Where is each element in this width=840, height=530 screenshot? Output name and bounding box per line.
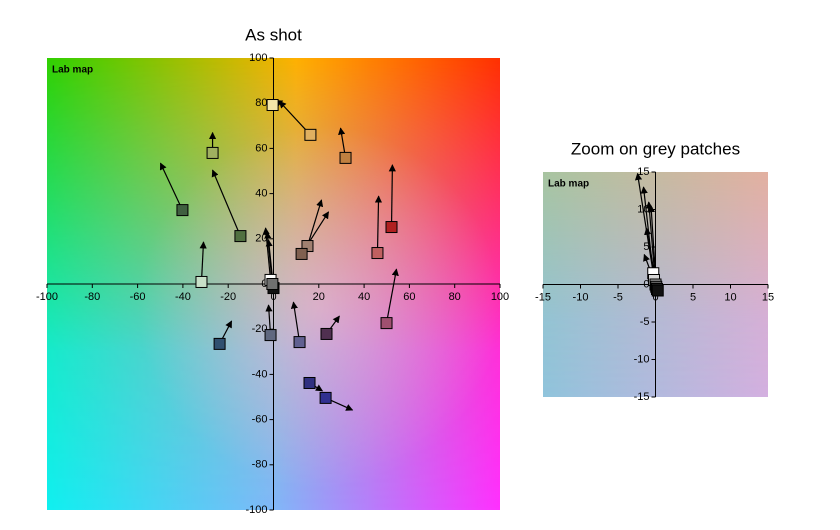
x-tick-label: -5 — [613, 291, 623, 303]
x-tick-label: 15 — [762, 291, 774, 303]
chart-title: As shot — [245, 25, 302, 44]
y-tick-label: -40 — [252, 368, 268, 380]
x-tick-label: 80 — [449, 291, 461, 303]
x-tick-label: 0 — [270, 291, 276, 303]
y-tick-label: 0 — [643, 278, 649, 290]
y-tick-label: -80 — [252, 459, 268, 471]
patch-marker — [339, 151, 352, 164]
patch-marker — [266, 99, 279, 112]
x-tick-label: -40 — [175, 291, 191, 303]
y-tick-label: -10 — [634, 353, 650, 365]
patch-marker — [371, 247, 384, 260]
y-tick-label: 15 — [637, 166, 649, 178]
x-tick-label: 100 — [491, 291, 509, 303]
y-tick-label: 80 — [255, 97, 267, 109]
y-tick-label: 100 — [249, 52, 267, 64]
x-tick-label: -60 — [130, 291, 146, 303]
correction-arrow — [306, 199, 324, 247]
patch-marker — [195, 275, 208, 288]
x-tick-label: -80 — [84, 291, 100, 303]
correction-arrow — [634, 172, 654, 274]
y-tick-label: -20 — [252, 323, 268, 335]
x-tick-label: -10 — [573, 291, 589, 303]
x-tick-label: -100 — [36, 291, 58, 303]
y-tick-label: 40 — [255, 188, 267, 200]
y-tick-label: -5 — [640, 316, 650, 328]
correction-arrow — [211, 169, 241, 237]
x-tick-label: 60 — [403, 291, 415, 303]
x-tick-label: -15 — [535, 291, 551, 303]
y-tick-label: -100 — [245, 504, 267, 516]
correction-arrow — [159, 162, 183, 211]
x-tick-label: 20 — [313, 291, 325, 303]
patch-marker — [651, 284, 664, 297]
chart-title: Zoom on grey patches — [571, 139, 740, 158]
patch-marker — [234, 230, 247, 243]
y-tick-label: 5 — [643, 241, 649, 253]
patch-marker — [293, 336, 306, 349]
patch-marker — [295, 247, 308, 260]
patch-marker — [176, 204, 189, 217]
x-tick-label: 0 — [652, 291, 658, 303]
patch-marker — [320, 327, 333, 340]
plot-label: Lab map — [52, 65, 93, 76]
correction-arrow — [290, 301, 301, 343]
patch-marker — [304, 128, 317, 141]
correction-arrow — [374, 195, 383, 254]
correction-arrow — [388, 164, 396, 228]
patch-marker — [213, 337, 226, 350]
y-tick-label: 60 — [255, 142, 267, 154]
patch-marker — [385, 221, 398, 234]
correction-arrow — [199, 241, 207, 282]
x-tick-label: 5 — [690, 291, 696, 303]
patch-marker — [264, 329, 277, 342]
patch-marker — [303, 376, 316, 389]
y-tick-label: -60 — [252, 414, 268, 426]
x-tick-label: -20 — [220, 291, 236, 303]
y-tick-label: 0 — [261, 278, 267, 290]
x-tick-label: 40 — [358, 291, 370, 303]
patch-marker — [380, 317, 393, 330]
plot-label: Lab map — [548, 179, 589, 190]
y-tick-label: -15 — [634, 391, 650, 403]
x-tick-label: 10 — [724, 291, 736, 303]
correction-arrow — [385, 268, 399, 324]
patch-marker — [206, 146, 219, 159]
patch-marker — [266, 278, 279, 290]
patch-marker — [319, 391, 332, 404]
